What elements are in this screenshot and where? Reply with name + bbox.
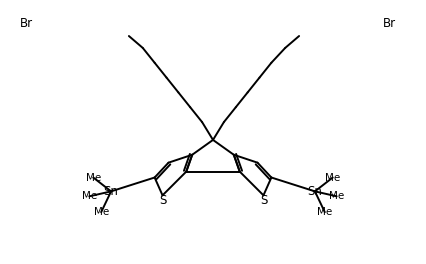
Text: Me: Me	[82, 191, 97, 201]
Text: Br: Br	[383, 17, 396, 30]
Text: S: S	[260, 194, 267, 207]
Text: Me: Me	[317, 207, 332, 217]
Text: S: S	[159, 194, 166, 207]
Text: Sn: Sn	[104, 185, 118, 198]
Text: Me: Me	[329, 191, 344, 201]
Text: Sn: Sn	[308, 185, 322, 198]
Text: Me: Me	[86, 172, 101, 182]
Text: Br: Br	[20, 17, 33, 30]
Text: Me: Me	[325, 172, 340, 182]
Text: Me: Me	[94, 207, 109, 217]
